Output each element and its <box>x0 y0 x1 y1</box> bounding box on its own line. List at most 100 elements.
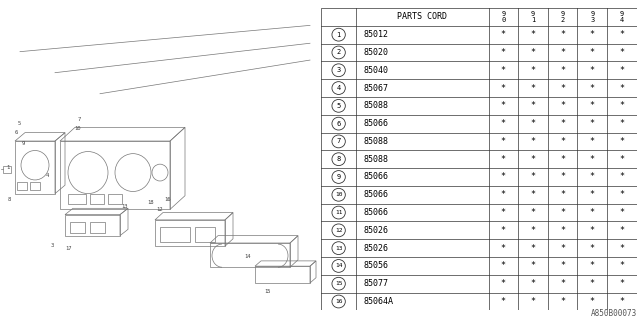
Text: *: * <box>590 297 595 306</box>
Text: *: * <box>501 297 506 306</box>
Bar <box>108 194 122 204</box>
Text: *: * <box>531 172 536 181</box>
Bar <box>90 222 105 233</box>
Text: *: * <box>501 226 506 235</box>
Bar <box>160 227 190 242</box>
Text: *: * <box>560 155 565 164</box>
Text: *: * <box>620 137 625 146</box>
Text: 13: 13 <box>122 204 128 209</box>
Text: 85026: 85026 <box>364 244 389 253</box>
Text: *: * <box>620 155 625 164</box>
Bar <box>68 194 86 204</box>
Text: *: * <box>560 66 565 75</box>
Text: 85012: 85012 <box>364 30 389 39</box>
Text: 14: 14 <box>244 254 252 259</box>
Text: *: * <box>560 279 565 288</box>
Text: *: * <box>531 137 536 146</box>
Text: *: * <box>620 208 625 217</box>
Text: 5: 5 <box>337 103 340 109</box>
Text: 4: 4 <box>45 173 49 178</box>
Text: 17: 17 <box>66 246 72 251</box>
Text: *: * <box>590 84 595 92</box>
Bar <box>70 222 85 233</box>
Text: *: * <box>531 155 536 164</box>
Text: *: * <box>531 48 536 57</box>
Text: *: * <box>531 119 536 128</box>
Text: 7: 7 <box>337 139 340 144</box>
Text: *: * <box>590 66 595 75</box>
Text: *: * <box>560 244 565 253</box>
Text: 9
4: 9 4 <box>620 11 624 23</box>
Text: 12: 12 <box>335 228 342 233</box>
Text: 3: 3 <box>51 243 54 248</box>
Text: *: * <box>531 66 536 75</box>
Text: *: * <box>620 190 625 199</box>
Text: *: * <box>501 190 506 199</box>
Text: 15: 15 <box>335 281 342 286</box>
Text: *: * <box>560 119 565 128</box>
Text: *: * <box>590 172 595 181</box>
Text: *: * <box>590 48 595 57</box>
Text: 1: 1 <box>337 32 340 38</box>
Text: *: * <box>560 208 565 217</box>
Text: *: * <box>590 208 595 217</box>
Text: *: * <box>531 190 536 199</box>
Text: *: * <box>620 84 625 92</box>
Text: *: * <box>590 119 595 128</box>
Text: *: * <box>620 101 625 110</box>
Text: 85066: 85066 <box>364 208 389 217</box>
Text: 85088: 85088 <box>364 155 389 164</box>
Text: *: * <box>620 30 625 39</box>
Bar <box>30 182 40 190</box>
Text: 18: 18 <box>148 199 154 204</box>
Text: *: * <box>620 261 625 270</box>
Text: 9
0: 9 0 <box>501 11 506 23</box>
Text: 11: 11 <box>335 210 342 215</box>
Text: *: * <box>560 172 565 181</box>
Text: 7: 7 <box>77 117 81 123</box>
Text: *: * <box>620 226 625 235</box>
Text: 85088: 85088 <box>364 101 389 110</box>
Text: 9
1: 9 1 <box>531 11 535 23</box>
Text: *: * <box>590 137 595 146</box>
Text: *: * <box>531 244 536 253</box>
Text: 8: 8 <box>337 156 340 162</box>
Text: *: * <box>620 172 625 181</box>
Text: *: * <box>620 244 625 253</box>
Text: 1: 1 <box>6 165 10 170</box>
Text: *: * <box>560 30 565 39</box>
Text: 15: 15 <box>265 289 271 294</box>
Bar <box>195 227 215 242</box>
Text: 85066: 85066 <box>364 119 389 128</box>
Text: *: * <box>501 101 506 110</box>
Text: *: * <box>501 279 506 288</box>
Text: *: * <box>560 101 565 110</box>
Text: 10: 10 <box>75 126 81 131</box>
Text: *: * <box>501 244 506 253</box>
Text: *: * <box>501 119 506 128</box>
Text: *: * <box>531 101 536 110</box>
Text: *: * <box>590 190 595 199</box>
Text: *: * <box>501 66 506 75</box>
Text: *: * <box>531 261 536 270</box>
Text: A850B00073: A850B00073 <box>591 309 637 318</box>
Text: *: * <box>620 66 625 75</box>
Text: 14: 14 <box>335 263 342 268</box>
Text: 2: 2 <box>337 50 340 55</box>
Text: *: * <box>501 261 506 270</box>
Bar <box>90 194 104 204</box>
Text: 85066: 85066 <box>364 190 389 199</box>
Text: 85066: 85066 <box>364 172 389 181</box>
Text: *: * <box>560 84 565 92</box>
Text: *: * <box>560 297 565 306</box>
Text: 85064A: 85064A <box>364 297 394 306</box>
Text: 13: 13 <box>335 246 342 251</box>
Text: *: * <box>531 297 536 306</box>
Text: *: * <box>590 226 595 235</box>
Text: 85077: 85077 <box>364 279 389 288</box>
Text: 16: 16 <box>164 197 172 203</box>
Text: *: * <box>560 261 565 270</box>
Text: 9: 9 <box>21 140 24 146</box>
Text: *: * <box>501 137 506 146</box>
Text: 85026: 85026 <box>364 226 389 235</box>
